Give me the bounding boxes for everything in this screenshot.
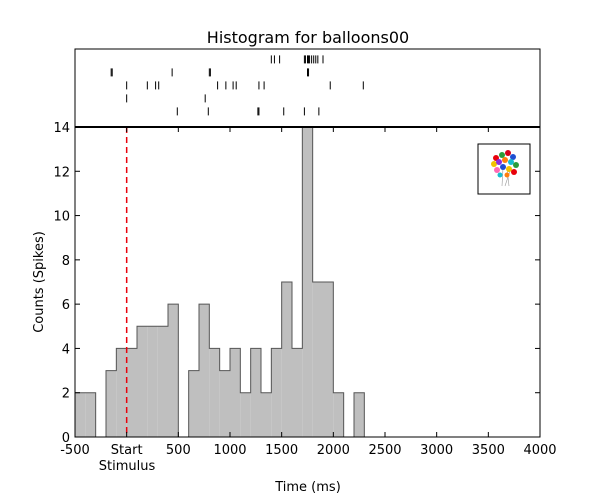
histogram-bar	[302, 127, 313, 437]
balloons-image	[491, 150, 519, 187]
histogram-bar	[168, 304, 179, 437]
y-tick-label: 2	[62, 387, 70, 402]
histogram-bar	[85, 392, 96, 437]
histogram-bar	[292, 348, 303, 437]
y-tick-label: 0	[62, 431, 70, 446]
x-tick-label: 500	[166, 443, 191, 458]
stimulus-label: Stimulus	[99, 459, 156, 474]
y-tick-label: 10	[53, 210, 70, 225]
histogram-bar	[199, 304, 210, 437]
x-tick-label: 3500	[472, 443, 505, 458]
histogram-bar	[261, 392, 272, 437]
histogram-bar	[281, 282, 292, 437]
x-tick-label: 3000	[420, 443, 453, 458]
histogram-bar	[188, 370, 199, 437]
x-tick-labels: -500 Start 500 1000 1500 2000 2500 3000 3500 4000	[60, 443, 556, 458]
x-tick-label: 2000	[317, 443, 350, 458]
histogram-bar	[106, 370, 117, 437]
y-tick-label: 6	[62, 298, 70, 313]
histogram-bar	[147, 326, 158, 437]
histogram-bar	[126, 348, 137, 437]
histogram-bar	[209, 348, 220, 437]
x-tick-label: 1500	[265, 443, 298, 458]
histogram-bar	[333, 392, 344, 437]
histogram-bar	[250, 348, 261, 437]
x-tick-label: 2500	[368, 443, 401, 458]
histogram-bar	[312, 282, 323, 437]
x-tick-label: 4000	[523, 443, 556, 458]
histogram-bar	[230, 348, 241, 437]
histogram-outline	[74, 126, 375, 438]
raster-marks	[110, 55, 364, 116]
stimulus-thumbnail	[477, 143, 531, 195]
y-tick-labels: 0 2 4 6 8 10 12 14	[53, 121, 70, 446]
histogram-bars	[74, 126, 375, 438]
x-tick-label: 1000	[213, 443, 246, 458]
histogram-bar	[116, 348, 127, 437]
histogram-bar	[137, 326, 148, 437]
histogram-panel: -500 Start 500 1000 1500 2000 2500 3000 3500 4000…	[32, 121, 557, 495]
y-tick-label: 14	[53, 121, 70, 136]
histogram-bar	[240, 392, 251, 437]
x-tick-label: -500	[60, 443, 90, 458]
histogram-bar	[354, 392, 365, 437]
y-axis-label: Counts (Spikes)	[32, 231, 47, 333]
y-tick-label: 12	[53, 165, 70, 180]
y-tick-label: 8	[62, 254, 70, 269]
x-tick-label: Start	[111, 443, 143, 458]
y-tick-label: 4	[62, 342, 70, 357]
histogram-bar	[75, 392, 86, 437]
histogram-bar	[271, 348, 282, 437]
chart-title: Histogram for balloons00	[207, 28, 409, 47]
histogram-bar	[157, 326, 168, 437]
x-axis-label: Time (ms)	[274, 480, 341, 495]
histogram-bar	[219, 370, 230, 437]
histogram-bar	[323, 282, 334, 437]
